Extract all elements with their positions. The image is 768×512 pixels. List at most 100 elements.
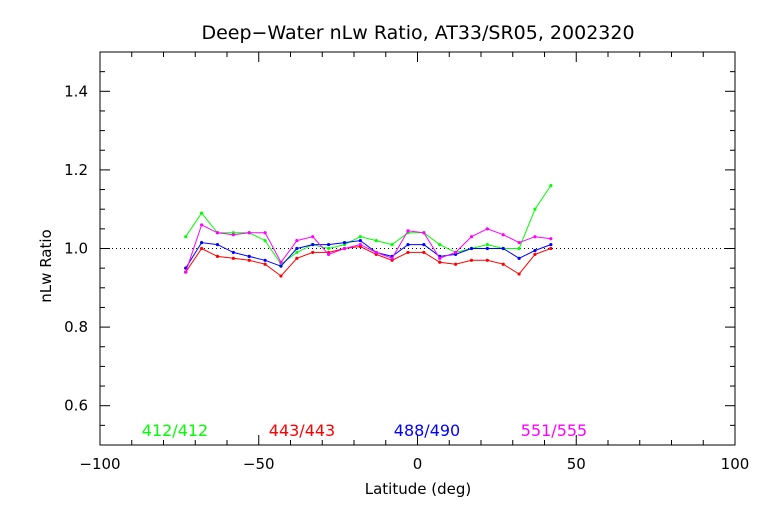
data-point-488-490 [342,241,347,245]
data-point-551-555 [549,237,553,241]
data-point-412-412 [438,242,442,247]
data-point-412-412 [295,250,299,255]
data-point-488-490 [422,242,426,247]
data-point-551-555 [501,233,505,237]
data-point-443-443 [485,258,489,262]
y-tick-label: 0.8 [64,318,88,336]
data-point-443-443 [454,262,458,266]
chart-title: Deep−Water nLw Ratio, AT33/SR05, 2002320 [201,22,634,44]
data-point-551-555 [485,227,489,231]
data-point-443-443 [247,258,251,262]
data-point-443-443 [231,256,235,260]
data-point-412-412 [263,239,267,243]
series-line-488-490 [185,240,551,269]
data-point-412-412 [327,246,331,251]
data-point-488-490 [485,246,489,251]
data-point-551-555 [184,270,188,274]
data-point-443-443 [279,274,283,278]
data-point-412-412 [390,242,394,247]
data-point-551-555 [200,223,204,227]
plot-border [99,51,736,446]
data-point-551-555 [533,235,537,239]
data-point-443-443 [295,256,299,260]
data-point-443-443 [469,258,474,262]
data-point-443-443 [406,250,410,255]
data-point-551-555 [469,235,474,239]
data-point-488-490 [517,256,521,260]
data-point-412-412 [374,239,378,243]
data-point-412-412 [549,184,553,188]
x-tick-label: 100 [721,455,750,473]
data-point-551-555 [295,239,299,243]
y-tick-label: 1.2 [64,161,88,179]
data-point-551-555 [422,231,426,235]
data-point-412-412 [485,242,489,247]
data-point-488-490 [406,242,410,247]
data-point-412-412 [533,207,537,211]
data-point-443-443 [215,254,220,258]
data-point-551-555 [342,246,347,251]
x-tick-label: −50 [243,455,275,473]
data-point-551-555 [215,231,220,235]
y-tick-label: 0.6 [64,397,88,415]
series-layer [184,184,553,278]
y-tick-label: 1.4 [64,82,88,100]
x-axis-ticks: −100 −50 0 50 100 [79,52,749,473]
data-point-443-443 [533,252,537,256]
data-point-551-555 [406,229,410,233]
data-point-488-490 [215,242,220,247]
data-point-551-555 [247,231,251,235]
data-point-412-412 [200,211,204,215]
data-point-412-412 [184,235,188,239]
legend-entry: 488/490 [394,421,460,440]
data-point-443-443 [438,260,442,264]
data-point-488-490 [533,248,537,253]
y-axis-ticks: 0.6 0.8 1.0 1.2 1.4 [64,51,735,446]
series-line-443-443 [185,245,551,277]
data-point-488-490 [469,246,474,251]
data-point-443-443 [422,250,426,255]
x-tick-label: −100 [79,455,120,473]
data-point-488-490 [358,239,362,243]
data-point-551-555 [263,231,267,235]
legend: 412/412 443/443 488/490 551/555 [142,421,587,440]
data-point-443-443 [200,246,204,251]
data-point-551-555 [454,250,458,255]
data-point-488-490 [327,242,331,247]
data-point-551-555 [358,242,362,247]
data-point-488-490 [247,254,251,258]
data-point-412-412 [517,246,521,251]
data-point-488-490 [279,264,283,268]
data-point-488-490 [295,246,299,251]
data-point-488-490 [549,242,553,247]
data-point-443-443 [549,246,553,251]
data-point-412-412 [358,235,362,239]
data-point-551-555 [438,256,442,260]
x-tick-label: 50 [567,455,586,473]
data-point-551-555 [311,235,315,239]
y-axis-label: nLw Ratio [37,229,55,302]
legend-entry: 412/412 [142,421,208,440]
data-point-551-555 [231,233,235,237]
data-point-488-490 [311,242,315,247]
data-point-488-490 [231,250,235,255]
x-tick-label: 0 [413,455,423,473]
data-point-488-490 [263,258,267,262]
data-point-443-443 [501,262,505,266]
data-point-551-555 [374,250,378,255]
x-axis-label: Latitude (deg) [365,480,471,498]
legend-entry: 551/555 [521,421,587,440]
data-point-443-443 [517,272,521,276]
series-line-551-555 [185,224,551,273]
data-point-551-555 [517,241,521,245]
data-point-443-443 [263,262,267,266]
data-point-551-555 [390,256,394,260]
legend-entry: 443/443 [269,421,335,440]
series-line-412-412 [185,185,552,265]
y-tick-label: 1.0 [64,240,88,258]
plot-frame [99,51,736,446]
data-point-443-443 [311,250,315,255]
data-point-488-490 [200,241,204,245]
data-point-551-555 [327,252,331,256]
